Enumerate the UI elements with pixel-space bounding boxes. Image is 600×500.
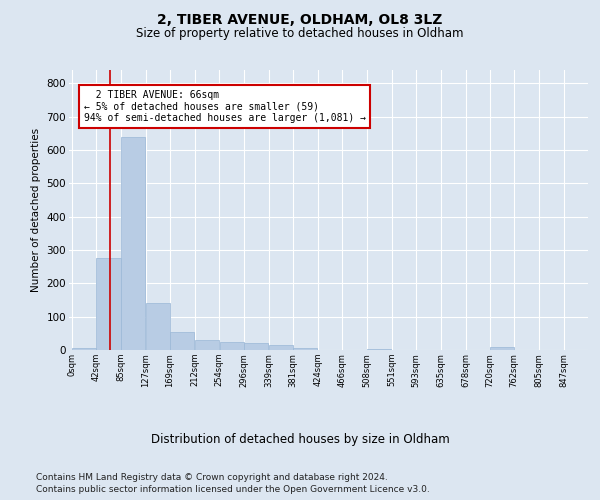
Text: 2 TIBER AVENUE: 66sqm
← 5% of detached houses are smaller (59)
94% of semi-detac: 2 TIBER AVENUE: 66sqm ← 5% of detached h… xyxy=(83,90,365,123)
Text: Size of property relative to detached houses in Oldham: Size of property relative to detached ho… xyxy=(136,28,464,40)
Bar xyxy=(293,348,317,350)
Bar xyxy=(195,340,219,350)
Text: Contains HM Land Registry data © Crown copyright and database right 2024.: Contains HM Land Registry data © Crown c… xyxy=(36,472,388,482)
Bar xyxy=(490,348,514,350)
Bar xyxy=(121,136,145,350)
Bar xyxy=(367,349,391,350)
Text: Distribution of detached houses by size in Oldham: Distribution of detached houses by size … xyxy=(151,432,449,446)
Bar xyxy=(97,258,121,350)
Bar xyxy=(220,342,244,350)
Text: Contains public sector information licensed under the Open Government Licence v3: Contains public sector information licen… xyxy=(36,485,430,494)
Bar xyxy=(72,348,96,350)
Bar xyxy=(269,345,293,350)
Text: 2, TIBER AVENUE, OLDHAM, OL8 3LZ: 2, TIBER AVENUE, OLDHAM, OL8 3LZ xyxy=(157,12,443,26)
Bar xyxy=(244,344,268,350)
Y-axis label: Number of detached properties: Number of detached properties xyxy=(31,128,41,292)
Bar xyxy=(146,304,170,350)
Bar xyxy=(170,332,194,350)
